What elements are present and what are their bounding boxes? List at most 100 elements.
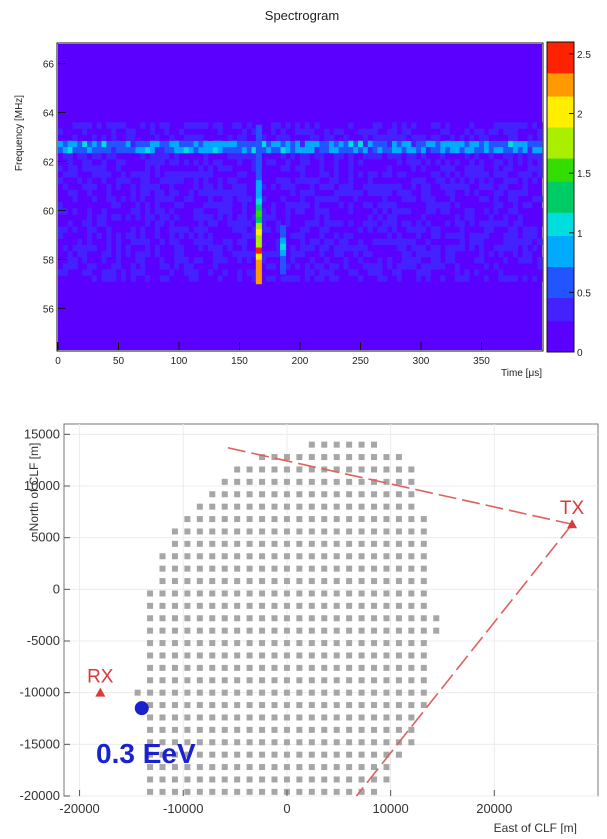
colorbar-tick-label: 2 (577, 110, 583, 121)
spectrogram-cell (314, 214, 320, 221)
spectrogram-cell (145, 201, 151, 209)
spectrogram-cell (304, 201, 310, 209)
spectrogram-cell (300, 152, 306, 160)
detector-station (371, 602, 378, 609)
spectrogram-cell (130, 183, 136, 190)
spectrogram-cell (488, 214, 494, 221)
spectrogram-cell (348, 128, 354, 135)
spectrogram-cell (82, 152, 88, 160)
spectrogram-cell (227, 152, 233, 160)
spectrogram-cell (338, 128, 344, 135)
spectrogram-cell (464, 250, 470, 258)
spectrogram-cell (222, 208, 228, 215)
spectrogram-cell (232, 220, 238, 227)
spectrogram-cell (174, 128, 180, 135)
spectrogram-frame (56, 42, 544, 352)
spectrogram-cell (87, 201, 93, 209)
spectrogram-cell (406, 152, 412, 160)
detector-station (296, 478, 303, 485)
spectrogram-cell (508, 183, 514, 190)
spectrogram-cell (251, 159, 257, 166)
spectrogram-cell (87, 134, 93, 141)
spectrogram-cell (459, 250, 465, 258)
spectrogram-cell (333, 244, 340, 252)
detector-station (296, 664, 303, 671)
spectrogram-cell (145, 208, 151, 215)
spectrogram-cell (169, 177, 175, 184)
spectrogram-cell (193, 238, 199, 246)
spectrogram-cell (537, 122, 543, 129)
spectrogram-cell (348, 146, 354, 154)
spectrogram-cell (314, 128, 320, 135)
spectrogram-cell (87, 232, 93, 239)
spectrogram-cell (222, 226, 228, 233)
spectrogram-cell (464, 152, 470, 160)
spectrogram-cell (212, 140, 219, 148)
detector-station (196, 602, 203, 609)
spectrogram-cell (125, 152, 131, 160)
spectrogram-cell (469, 171, 475, 178)
detector-station (321, 776, 328, 783)
spectrogram-cell (130, 263, 136, 270)
detector-station (358, 664, 365, 671)
spectrogram-cell (154, 183, 160, 190)
spectrogram-cell (164, 214, 170, 221)
spectrogram-cell (62, 275, 68, 282)
beam-edge-line (227, 446, 573, 526)
spectrogram-cell (483, 195, 490, 203)
spectrogram-cell (280, 177, 286, 184)
detector-station (184, 776, 191, 783)
spectrogram-cell (116, 232, 122, 239)
detector-station (346, 726, 353, 733)
spectrogram-cell (406, 201, 412, 209)
spectrogram-cell (450, 226, 456, 233)
spectrogram-cell (338, 140, 344, 148)
spectrogram-cell (227, 165, 233, 172)
spectrogram-cell (300, 220, 306, 227)
spectrogram-cell (295, 195, 301, 203)
spectrogram-cell (203, 152, 209, 160)
spectrogram-cell (362, 134, 369, 141)
spectrogram-cell (479, 171, 485, 178)
detector-station (171, 652, 178, 659)
spectrogram-cell (498, 269, 504, 276)
detector-station (333, 466, 340, 473)
spectrogram-cell (358, 232, 364, 239)
spectrogram-cell (174, 183, 180, 190)
spectrogram-cell (319, 140, 325, 148)
detector-station (271, 664, 278, 671)
spectrogram-cell (300, 208, 306, 215)
spectrogram-cell (488, 177, 494, 184)
spectrogram-cell (101, 256, 107, 264)
spectrogram-cell (237, 134, 243, 141)
spectrogram-cell (411, 195, 417, 203)
detector-station (308, 516, 315, 523)
spectrogram-cell (537, 195, 543, 203)
detector-station (433, 615, 440, 622)
spectrogram-cell (508, 165, 514, 172)
spectrogram-cell (116, 250, 122, 258)
detector-station (308, 553, 315, 560)
spectrogram-cell (343, 238, 349, 246)
detector-station (221, 491, 228, 498)
spectrogram-cell (459, 159, 465, 166)
spectrogram-cell (275, 208, 281, 215)
spectrogram-cell (488, 183, 494, 190)
spectrogram-cell (508, 256, 514, 264)
spectrogram-cell (474, 140, 480, 148)
spectrogram-cell (62, 244, 68, 252)
spectrogram-cell (338, 220, 344, 227)
pulse-cell (255, 155, 262, 162)
spectrogram-cell (87, 256, 93, 264)
detector-station (321, 652, 328, 659)
spectrogram-cell (421, 177, 427, 184)
spectrogram-cell (493, 183, 499, 190)
spectrogram-cell (169, 183, 175, 190)
map-y-label: North of CLF [m] (27, 443, 41, 532)
detector-station (171, 627, 178, 634)
spectrogram-cell (406, 146, 412, 154)
colorbar-segment (547, 96, 574, 105)
detector-station (234, 726, 241, 733)
spectrogram-cell (111, 128, 117, 135)
detector-station (395, 751, 402, 758)
